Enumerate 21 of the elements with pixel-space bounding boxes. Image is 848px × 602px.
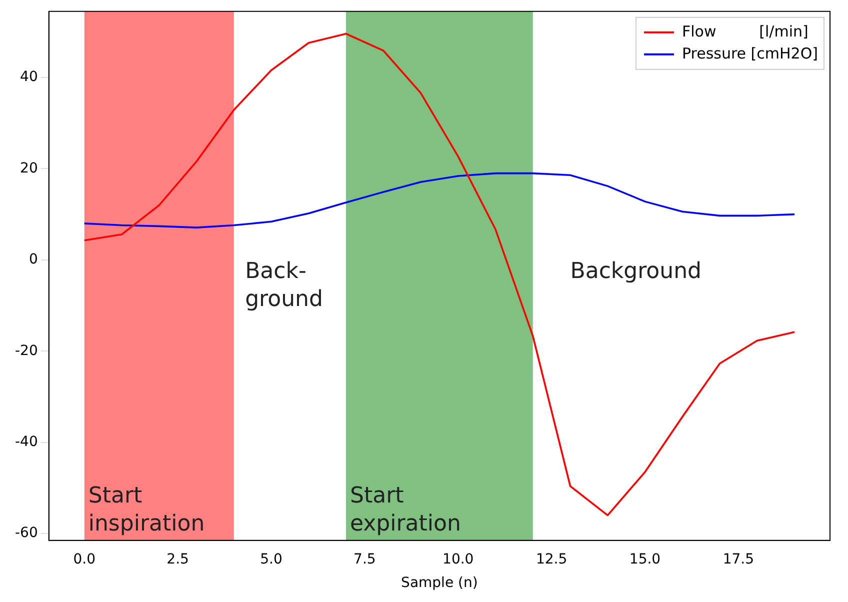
y-tick-label: 40 [20,69,38,86]
band-label: Start expiration [350,483,461,536]
y-tick-label: 0 [28,252,38,268]
legend-label: Flow [l/min] [682,22,808,40]
band-label: Start inspiration [88,483,205,536]
legend-label: Pressure [cmH2O] [682,44,818,62]
annotation: Back- ground [245,259,323,312]
y-tick-label: -40 [14,434,38,450]
x-tick-label: 15.0 [629,551,661,568]
y-tick-label: -20 [14,342,38,359]
x-tick-label: 10.0 [442,551,474,568]
y-tick-label: 20 [20,160,38,176]
x-axis-title: Sample (n) [401,575,478,592]
x-tick-label: 2.5 [166,551,189,568]
x-tick-label: 12.5 [536,551,568,568]
annotation: Background [570,259,702,284]
x-tick-label: 7.5 [354,551,376,568]
y-tick-label: -60 [14,525,38,542]
x-tick-label: 0.0 [73,551,96,568]
x-tick-label: 17.5 [722,551,754,568]
x-tick-label: 5.0 [260,551,282,568]
